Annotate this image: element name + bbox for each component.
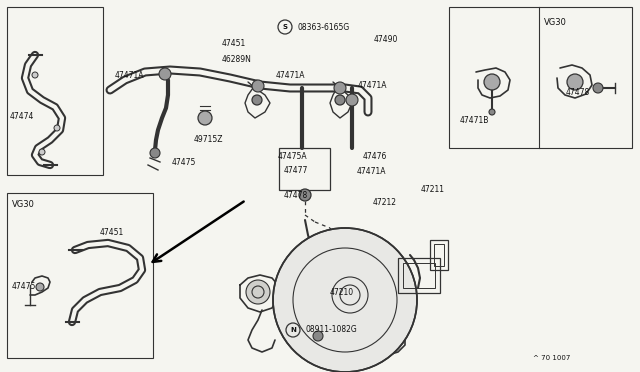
Circle shape <box>567 74 583 90</box>
Circle shape <box>484 74 500 90</box>
Circle shape <box>159 68 171 80</box>
Circle shape <box>273 228 417 372</box>
Circle shape <box>150 148 160 158</box>
Text: ^ 70 1007: ^ 70 1007 <box>533 355 570 361</box>
Text: 47474: 47474 <box>10 112 35 121</box>
Circle shape <box>335 95 345 105</box>
Circle shape <box>334 82 346 94</box>
Text: 08911-1082G: 08911-1082G <box>305 326 356 334</box>
Circle shape <box>36 283 44 291</box>
Circle shape <box>252 95 262 105</box>
Bar <box>279 148 330 190</box>
Circle shape <box>252 80 264 92</box>
Text: 47478: 47478 <box>566 88 590 97</box>
Text: 47471A: 47471A <box>358 81 387 90</box>
Text: 47211: 47211 <box>421 185 445 194</box>
Bar <box>7 7 103 175</box>
Circle shape <box>54 125 60 131</box>
Text: 47476: 47476 <box>363 152 387 161</box>
Text: VG30: VG30 <box>12 200 35 209</box>
Text: 47471A: 47471A <box>357 167 387 176</box>
Text: S: S <box>282 24 287 30</box>
Circle shape <box>198 111 212 125</box>
Text: 47212: 47212 <box>373 198 397 207</box>
Text: 47475: 47475 <box>12 282 36 291</box>
Text: 47451: 47451 <box>222 39 246 48</box>
Text: 47478: 47478 <box>284 191 308 200</box>
Circle shape <box>299 189 311 201</box>
Circle shape <box>346 94 358 106</box>
Bar <box>7 193 153 358</box>
Bar <box>430 240 448 270</box>
Text: VG30: VG30 <box>544 18 567 27</box>
Circle shape <box>32 72 38 78</box>
Text: 46289N: 46289N <box>222 55 252 64</box>
Text: 47471B: 47471B <box>460 116 490 125</box>
Text: 47475A: 47475A <box>278 152 308 161</box>
Circle shape <box>313 331 323 341</box>
Text: 47490: 47490 <box>374 35 398 44</box>
Bar <box>434 244 444 266</box>
Bar <box>449 7 632 148</box>
Bar <box>398 258 440 293</box>
Text: 47471A: 47471A <box>276 71 305 80</box>
Text: 47477: 47477 <box>284 166 308 175</box>
Text: 47210: 47210 <box>330 288 354 297</box>
Text: 49715Z: 49715Z <box>194 135 223 144</box>
Text: 08363-6165G: 08363-6165G <box>297 22 349 32</box>
Circle shape <box>593 83 603 93</box>
Text: 47471A: 47471A <box>115 71 145 80</box>
Circle shape <box>246 280 270 304</box>
Text: 47451: 47451 <box>100 228 124 237</box>
Bar <box>403 263 435 288</box>
Text: 47475: 47475 <box>172 158 196 167</box>
Text: N: N <box>290 327 296 333</box>
Circle shape <box>39 149 45 155</box>
Circle shape <box>489 109 495 115</box>
